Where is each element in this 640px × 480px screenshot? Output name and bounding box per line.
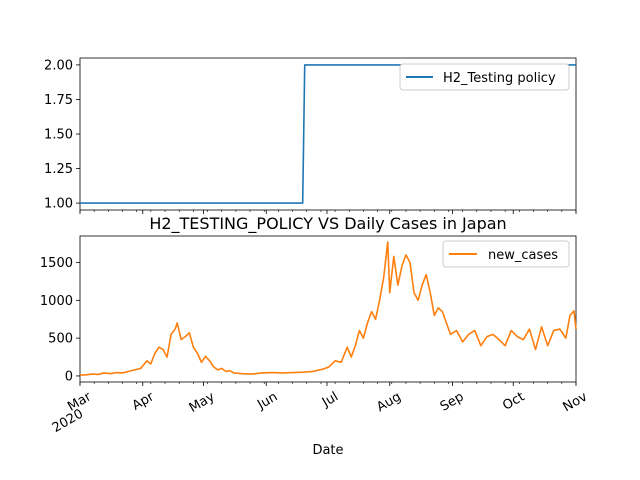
bottom-y-ticks: 0 500 1000 1500 <box>40 256 80 384</box>
bottom-panel-frame <box>79 235 577 383</box>
bottom-legend-label: new_cases <box>488 248 558 263</box>
top-y-ticks: 1.00 1.25 1.50 1.75 2.00 <box>44 58 80 212</box>
top-ytick-label-0: 1.00 <box>44 197 73 212</box>
bottom-legend-box <box>442 240 570 268</box>
top-x-ticks <box>79 210 577 214</box>
chart-title: H2_TESTING_POLICY VS Daily Cases in Japa… <box>149 214 506 234</box>
bottom-series-line-0 <box>79 241 577 376</box>
top-ytick-label-3: 1.75 <box>44 93 73 108</box>
bottom-ytick-label-0: 0 <box>65 369 73 384</box>
bottom-ytick-label-3: 1500 <box>40 256 73 271</box>
bottom-legend: new_cases <box>442 240 570 268</box>
top-ytick-label-2: 1.50 <box>44 128 73 143</box>
top-legend: H2_Testing policy <box>399 63 570 91</box>
top-legend-label: H2_Testing policy <box>443 71 556 86</box>
x-axis-label: Date <box>312 443 343 458</box>
top-ytick-label-1: 1.25 <box>44 162 73 177</box>
bottom-ytick-label-2: 1000 <box>40 294 73 309</box>
bottom-xtick-label-4: Jul <box>319 389 341 410</box>
bottom-series-lines <box>79 241 577 376</box>
top-legend-box <box>399 63 570 91</box>
top-ytick-label-4: 2.00 <box>44 58 73 73</box>
bottom-ytick-label-1: 500 <box>48 332 73 347</box>
top-panel: 1.00 1.25 1.50 1.75 2.00 H2_Testing policy <box>44 57 577 214</box>
